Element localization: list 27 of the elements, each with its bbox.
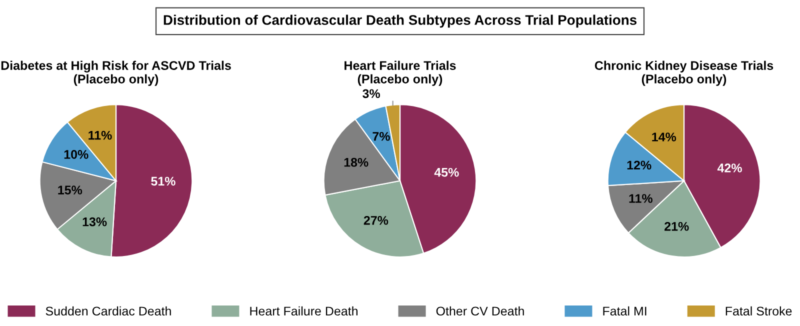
data-label: 14%	[652, 132, 676, 142]
legend-label: Other CV Death	[436, 306, 524, 316]
data-label: 10%	[64, 150, 88, 159]
chart-subtitle: (Placebo only)	[358, 74, 442, 86]
data-label: 11%	[629, 194, 652, 203]
data-label: 45%	[434, 168, 459, 177]
data-label: 21%	[664, 222, 689, 231]
chart-subtitle: (Placebo only)	[74, 74, 158, 86]
chart-title: Chronic Kidney Disease Trials	[594, 60, 774, 72]
data-label: 15%	[58, 186, 82, 194]
data-label: 51%	[151, 176, 176, 186]
text: Distribution of Cardiovascular Death Subtypes Across Trial Populations	[164, 14, 636, 28]
data-label: 11%	[88, 130, 112, 140]
data-label: 18%	[344, 158, 368, 167]
data-label: 7%	[372, 132, 390, 141]
data-label: 13%	[82, 217, 107, 226]
data-label: 42%	[717, 164, 742, 172]
legend-label: Heart Failure Death	[250, 306, 358, 316]
data-label: 3%	[362, 89, 380, 98]
chart-title: Heart Failure Trials	[344, 60, 456, 70]
legend-label: Fatal Stroke	[726, 306, 792, 316]
data-label: 27%	[364, 216, 388, 225]
data-label: 12%	[627, 160, 652, 170]
legend-label: Fatal MI	[603, 306, 646, 316]
legend-label: Sudden Cardiac Death	[46, 306, 171, 316]
chart-subtitle: (Placebo only)	[642, 74, 726, 86]
chart-title: Diabetes at High Risk for ASCVD Trials	[1, 60, 231, 72]
